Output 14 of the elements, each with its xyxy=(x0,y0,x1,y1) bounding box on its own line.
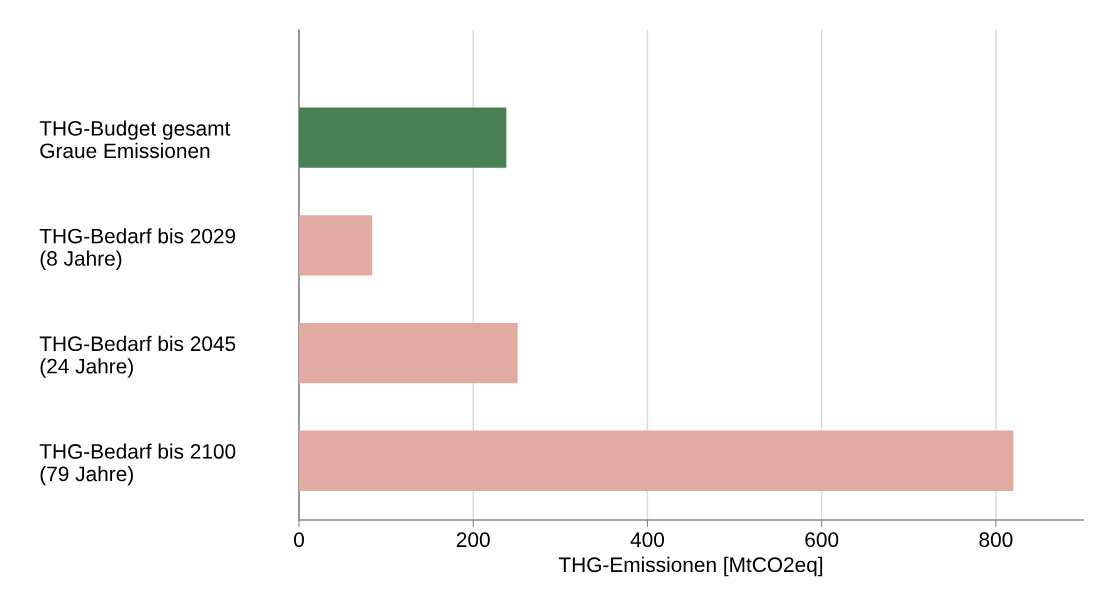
y-tick-label: THG-Bedarf bis 2100 (79 Jahre) xyxy=(39,443,236,486)
x-tick-label: 800 xyxy=(979,532,1013,548)
bar xyxy=(299,322,518,384)
x-tick-label: 400 xyxy=(630,532,665,548)
x-axis-title: THG-Emissionen [MtCO2eq] xyxy=(558,556,823,577)
y-tick-label: THG-Budget gesamt Graue Emissionen xyxy=(39,120,231,159)
x-tick-label: 0 xyxy=(294,532,304,548)
bar xyxy=(299,215,373,276)
y-tick-label: THG-Bedarf bis 2029 (8 Jahre) xyxy=(39,228,236,270)
bar xyxy=(299,107,507,168)
x-tick-label: 200 xyxy=(456,532,490,548)
bar xyxy=(299,430,1014,491)
x-tick-label: 600 xyxy=(805,532,839,548)
y-tick-label: THG-Bedarf bis 2045 (24 Jahre) xyxy=(39,335,236,378)
